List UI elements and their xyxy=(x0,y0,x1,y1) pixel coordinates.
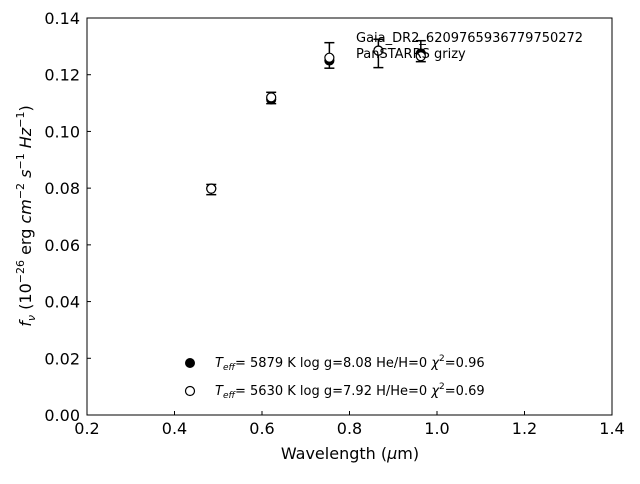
legend-marker-open xyxy=(184,385,196,397)
x-tick-label: 1.4 xyxy=(599,419,624,438)
y-axis-ticks: 0.00 0.02 0.04 0.06 0.08 0.10 0.12 0.14 xyxy=(44,9,91,425)
x-tick-label: 1.0 xyxy=(424,419,449,438)
legend: Teff= 5879 K log g=8.08 He/H=0 χ2=0.96 T… xyxy=(184,354,485,401)
data-points xyxy=(206,45,426,194)
x-tick-label: 0.4 xyxy=(162,419,187,438)
legend-marker-filled xyxy=(185,358,195,368)
model-point-open xyxy=(415,51,426,62)
legend-entry-1: Teff= 5879 K log g=8.08 He/H=0 χ2=0.96 xyxy=(215,354,485,373)
x-tick-label: 1.2 xyxy=(512,419,537,438)
y-axis-label: fν (10−26 erg cm−2 s−1 Hz−1) xyxy=(14,105,38,326)
x-tick-label: 0.8 xyxy=(337,419,362,438)
model-point-open xyxy=(324,52,335,63)
y-tick-label: 0.10 xyxy=(44,122,80,141)
model-point-open xyxy=(266,92,277,103)
y-tick-label: 0.04 xyxy=(44,293,80,312)
annotation-line-2: PanSTARRS grizy xyxy=(356,47,466,62)
y-tick-label: 0.06 xyxy=(44,236,80,255)
y-tick-label: 0.02 xyxy=(44,349,80,368)
x-tick-label: 0.6 xyxy=(249,419,274,438)
x-tick-label: 0.2 xyxy=(74,419,99,438)
model-point-open xyxy=(373,45,384,56)
y-tick-label: 0.00 xyxy=(44,406,80,425)
legend-entry-2: Teff= 5630 K log g=7.92 H/He=0 χ2=0.69 xyxy=(215,382,485,401)
y-tick-label: 0.14 xyxy=(44,9,80,28)
y-tick-label: 0.12 xyxy=(44,66,80,85)
x-axis-label: Wavelength (μm) xyxy=(281,444,419,463)
model-point-open xyxy=(206,183,217,194)
plot-frame xyxy=(86,17,613,416)
y-tick-label: 0.08 xyxy=(44,179,80,198)
annotation-line-1: Gaia_DR2_6209765936779750272 xyxy=(356,31,583,46)
x-axis-ticks: 0.2 0.4 0.6 0.8 1.0 1.2 1.4 xyxy=(74,411,625,438)
